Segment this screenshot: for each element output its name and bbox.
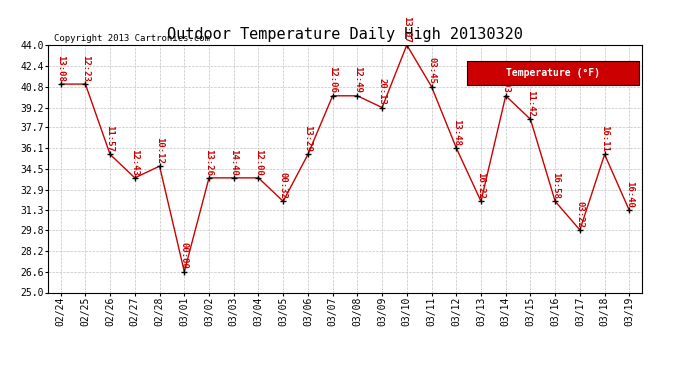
FancyBboxPatch shape bbox=[466, 61, 639, 85]
Text: 20:13: 20:13 bbox=[377, 78, 386, 105]
Text: 12:23: 12:23 bbox=[81, 55, 90, 82]
Text: 03:22: 03:22 bbox=[575, 201, 584, 228]
Text: 10:12: 10:12 bbox=[155, 137, 164, 164]
Text: 11:42: 11:42 bbox=[526, 90, 535, 117]
Text: 00:32: 00:32 bbox=[279, 172, 288, 199]
Text: 00:00: 00:00 bbox=[180, 242, 189, 269]
Text: Copyright 2013 Cartronics.com: Copyright 2013 Cartronics.com bbox=[55, 33, 210, 42]
Text: 11:57: 11:57 bbox=[106, 125, 115, 152]
Text: 12:06: 12:06 bbox=[328, 66, 337, 93]
Text: 13:26: 13:26 bbox=[204, 148, 213, 176]
Text: 14:40: 14:40 bbox=[229, 148, 238, 176]
Text: 13:48: 13:48 bbox=[452, 118, 461, 146]
Text: 16:11: 16:11 bbox=[600, 125, 609, 152]
Text: 13:29: 13:29 bbox=[304, 125, 313, 152]
Text: Temperature (°F): Temperature (°F) bbox=[506, 68, 600, 78]
Text: 16:22: 16:22 bbox=[477, 172, 486, 199]
Text: 13:07: 13:07 bbox=[402, 16, 411, 42]
Text: 12:49: 12:49 bbox=[353, 66, 362, 93]
Text: 13:08: 13:08 bbox=[56, 55, 65, 82]
Text: 16:58: 16:58 bbox=[551, 172, 560, 199]
Text: 03:45: 03:45 bbox=[427, 57, 436, 84]
Text: 11:03: 11:03 bbox=[501, 66, 510, 93]
Text: 16:40: 16:40 bbox=[625, 181, 634, 208]
Text: 12:00: 12:00 bbox=[254, 148, 263, 176]
Text: 12:43: 12:43 bbox=[130, 148, 139, 176]
Title: Outdoor Temperature Daily High 20130320: Outdoor Temperature Daily High 20130320 bbox=[167, 27, 523, 42]
